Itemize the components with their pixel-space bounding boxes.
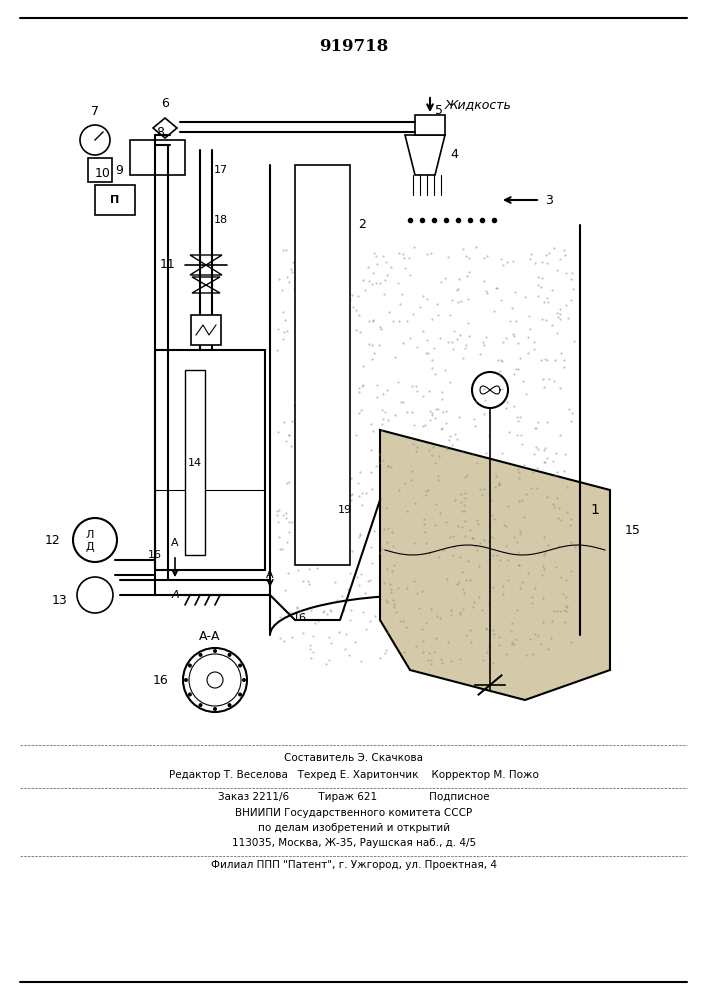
- Circle shape: [184, 678, 188, 682]
- Bar: [88, 158, 112, 182]
- Text: Заказ 2211/6         Тираж 621                Подписное: Заказ 2211/6 Тираж 621 Подписное: [218, 792, 490, 802]
- Text: 2: 2: [358, 219, 366, 232]
- Text: 3: 3: [545, 194, 553, 207]
- Circle shape: [228, 653, 231, 657]
- Text: 919718: 919718: [320, 38, 389, 55]
- Circle shape: [213, 707, 217, 711]
- Text: 4: 4: [450, 148, 458, 161]
- Bar: [191, 315, 221, 345]
- Text: 113035, Москва, Ж-35, Раушская наб., д. 4/5: 113035, Москва, Ж-35, Раушская наб., д. …: [232, 838, 476, 848]
- Polygon shape: [405, 135, 445, 175]
- Text: 7: 7: [91, 105, 99, 118]
- Text: Д: Д: [86, 542, 94, 552]
- Circle shape: [242, 678, 246, 682]
- Text: 5: 5: [435, 104, 443, 116]
- Text: 16: 16: [293, 613, 307, 623]
- Bar: [95, 185, 135, 215]
- Text: по делам изобретений и открытий: по делам изобретений и открытий: [258, 823, 450, 833]
- Circle shape: [472, 372, 508, 408]
- Circle shape: [183, 648, 247, 712]
- Text: 19: 19: [338, 505, 352, 515]
- Bar: [295, 165, 350, 565]
- Text: 15: 15: [625, 524, 641, 536]
- Text: 1: 1: [590, 503, 599, 517]
- Text: 10: 10: [95, 167, 111, 180]
- Circle shape: [213, 649, 217, 653]
- Text: П: П: [110, 195, 119, 205]
- Circle shape: [228, 703, 231, 707]
- Bar: [185, 370, 205, 555]
- Text: 6: 6: [161, 97, 169, 110]
- Text: 9: 9: [115, 163, 123, 176]
- Text: А-А: А-А: [199, 630, 221, 643]
- Text: А: А: [171, 590, 179, 600]
- Text: А: А: [171, 538, 179, 548]
- Circle shape: [188, 664, 192, 668]
- Bar: [155, 350, 265, 570]
- Circle shape: [73, 518, 117, 562]
- Circle shape: [207, 672, 223, 688]
- Circle shape: [80, 125, 110, 155]
- Polygon shape: [192, 277, 220, 293]
- Text: 12: 12: [45, 534, 60, 546]
- Polygon shape: [380, 430, 610, 700]
- Text: 16: 16: [148, 550, 162, 560]
- Circle shape: [77, 577, 113, 613]
- Text: Л: Л: [86, 530, 94, 540]
- Polygon shape: [190, 255, 222, 275]
- Polygon shape: [153, 118, 177, 138]
- Circle shape: [238, 692, 242, 696]
- Bar: [415, 115, 445, 135]
- Text: Жидкость: Жидкость: [445, 99, 512, 111]
- Text: Редактор Т. Веселова   Техред Е. Харитончик    Корректор М. Пожо: Редактор Т. Веселова Техред Е. Харитончи…: [169, 770, 539, 780]
- Text: Составитель Э. Скачкова: Составитель Э. Скачкова: [284, 753, 423, 763]
- Text: 11: 11: [159, 258, 175, 271]
- Text: 17: 17: [214, 165, 228, 175]
- Text: ВНИИПИ Государственного комитета СССР: ВНИИПИ Государственного комитета СССР: [235, 808, 472, 818]
- Text: Филиал ППП "Патент", г. Ужгород, ул. Проектная, 4: Филиал ППП "Патент", г. Ужгород, ул. Про…: [211, 860, 497, 870]
- Circle shape: [238, 664, 242, 668]
- Text: 16: 16: [152, 674, 168, 686]
- Circle shape: [199, 703, 202, 707]
- Circle shape: [188, 692, 192, 696]
- Bar: [156, 490, 264, 569]
- Circle shape: [199, 653, 202, 657]
- Text: 13: 13: [51, 593, 67, 606]
- Bar: [130, 140, 185, 175]
- Text: 14: 14: [188, 458, 202, 468]
- Text: 18: 18: [214, 215, 228, 225]
- Text: А: А: [267, 570, 274, 580]
- Text: 8: 8: [156, 125, 164, 138]
